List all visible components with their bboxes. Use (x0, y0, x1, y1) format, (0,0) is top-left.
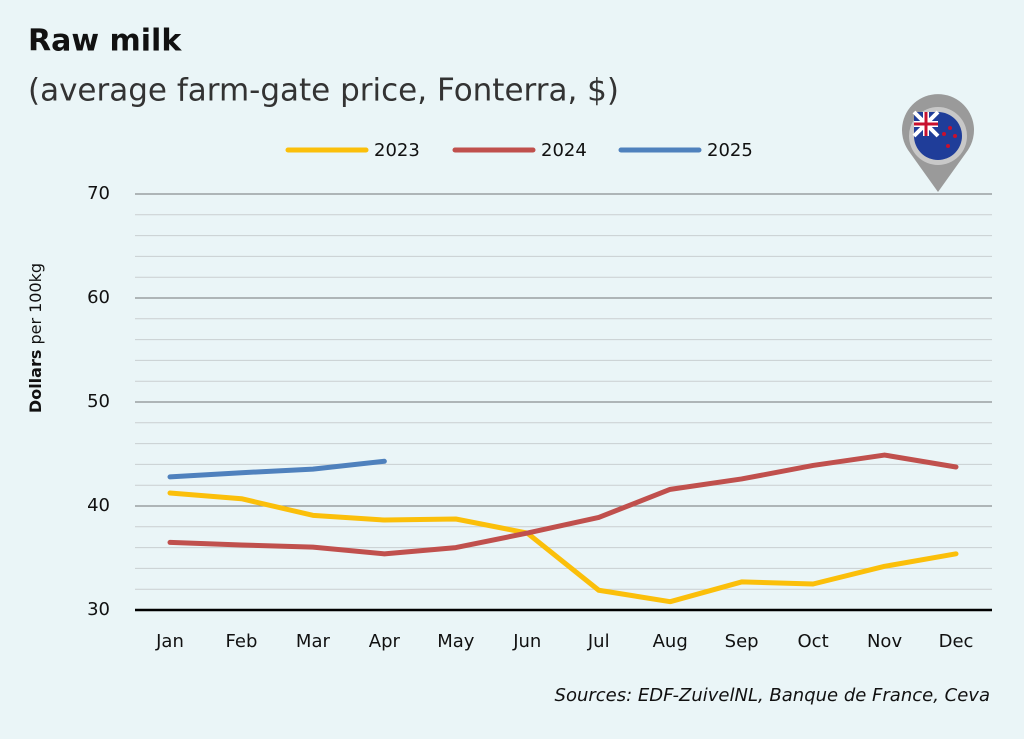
x-tick-label: Aug (653, 631, 688, 652)
y-tick-label: 40 (87, 495, 110, 516)
x-tick-label: Dec (939, 631, 974, 652)
legend-label: 2025 (707, 140, 753, 161)
y-tick-label: 70 (87, 183, 110, 204)
x-tick-label: Apr (369, 631, 401, 652)
y-axis-label-rest: per 100kg (26, 263, 45, 345)
chart-title: Raw milk (28, 24, 182, 59)
x-tick-label: Jul (587, 631, 610, 652)
legend-label: 2024 (541, 140, 587, 161)
x-tick-label: Oct (798, 631, 829, 652)
x-tick-label: Mar (296, 631, 331, 652)
line-series (167, 490, 959, 605)
y-axis-label-bold: Dollars (26, 350, 45, 413)
line-series (167, 452, 959, 557)
x-tick-label: Jan (155, 631, 184, 652)
line-series (167, 458, 387, 480)
y-axis-label: Dollars per 100kg (26, 263, 45, 413)
legend-label: 2023 (374, 140, 420, 161)
x-tick-label: May (437, 631, 475, 652)
source: Sources: EDF-ZuivelNL, Banque de France,… (555, 685, 990, 706)
x-tick-label: Sep (725, 631, 759, 652)
x-tick-label: Feb (226, 631, 258, 652)
x-tick-label: Nov (867, 631, 902, 652)
y-tick-label: 60 (87, 287, 110, 308)
chart-subtitle: (average farm-gate price, Fonterra, $) (28, 73, 619, 109)
y-tick-label: 50 (87, 391, 110, 412)
x-tick-label: Jun (512, 631, 541, 652)
flag-icon (902, 94, 974, 192)
y-tick-label: 30 (87, 599, 110, 620)
